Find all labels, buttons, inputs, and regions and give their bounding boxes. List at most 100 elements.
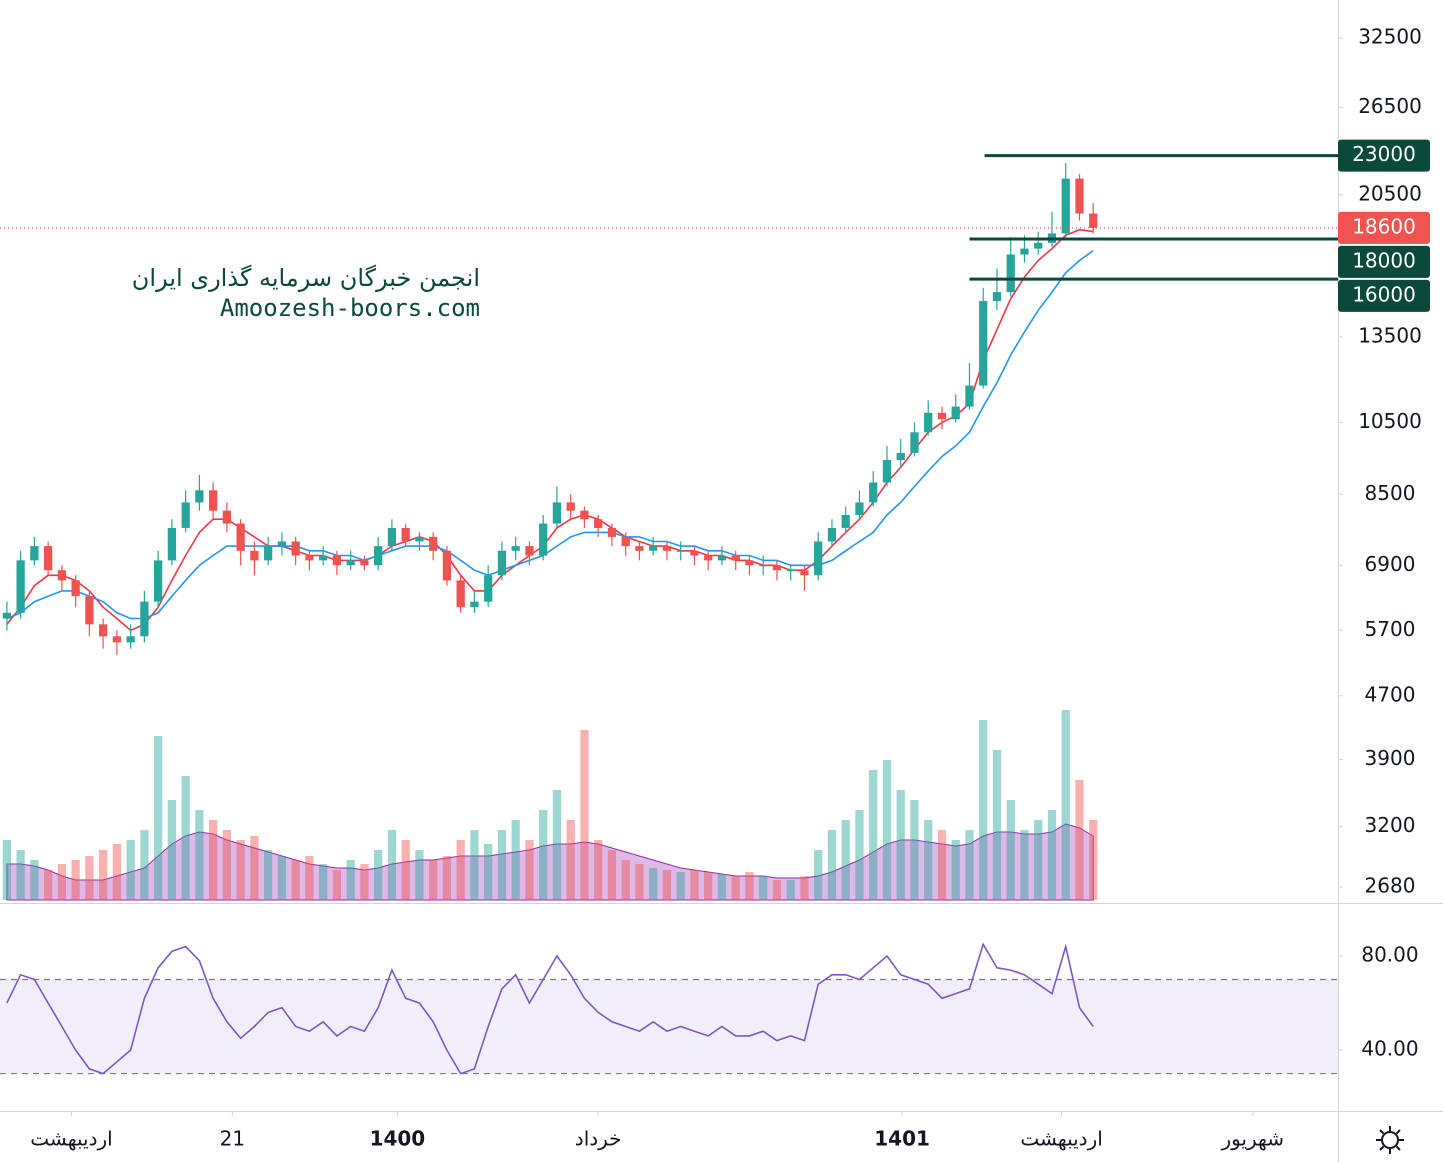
candle-body: [442, 550, 452, 581]
volume-bar: [264, 850, 273, 900]
candle-body: [140, 601, 149, 637]
volume-bar: [30, 860, 39, 900]
candle-body: [167, 527, 177, 561]
volume-bar: [621, 860, 630, 900]
volume-bar: [291, 860, 300, 900]
x-tick-label: خرداد: [575, 1127, 622, 1151]
candle-body: [1089, 213, 1098, 228]
volume-bar: [346, 860, 355, 900]
candle-body: [85, 596, 94, 625]
volume-bar: [1006, 800, 1015, 900]
candle-body: [1075, 178, 1084, 214]
y-tick-label: 3200: [1365, 813, 1416, 837]
candle-body: [2, 612, 12, 619]
settings-icon[interactable]: [1376, 1126, 1404, 1154]
candle-body: [456, 580, 465, 608]
volume-bar: [181, 776, 190, 900]
volume-bar: [979, 720, 988, 900]
candle-body: [181, 502, 190, 528]
candle-body: [882, 460, 892, 483]
candle-body: [690, 550, 699, 556]
volume-bar: [1020, 830, 1029, 900]
candle-body: [759, 565, 768, 567]
candle-body: [951, 406, 960, 420]
y-tick-label: 3900: [1365, 746, 1416, 770]
volume-bar: [415, 850, 424, 900]
candle-body: [346, 560, 355, 566]
volume-bar: [442, 856, 452, 900]
candle-body: [539, 523, 548, 556]
candle-body: [910, 432, 919, 453]
volume-bar: [429, 860, 438, 900]
candle-body: [99, 624, 108, 637]
rsi-line: [6, 942, 1094, 1075]
volume-bar: [594, 840, 603, 900]
candle-body: [511, 546, 520, 551]
candle-body: [277, 541, 287, 547]
candle-body: [855, 502, 864, 515]
volume-bar: [937, 830, 947, 900]
candle-body: [374, 546, 383, 566]
volume-bar: [209, 820, 218, 900]
level-label: 18000: [1352, 248, 1416, 272]
candle-body: [16, 560, 25, 613]
volume-bar: [717, 874, 727, 900]
candle-body: [484, 575, 493, 602]
level-label: 23000: [1352, 142, 1416, 166]
candle-body: [44, 546, 53, 571]
candle-body: [869, 482, 878, 503]
y-tick-label: 40.00: [1361, 1037, 1418, 1061]
volume-bar: [167, 800, 177, 900]
candle-body: [566, 502, 575, 511]
volume-bar: [85, 856, 94, 900]
candle-body: [1034, 242, 1043, 249]
volume-bar: [649, 868, 658, 900]
candle-body: [236, 523, 245, 551]
volume-bar: [250, 836, 259, 900]
candle-body: [662, 546, 672, 551]
volume-bar: [222, 830, 232, 900]
candle-body: [360, 560, 369, 566]
y-tick-label: 20500: [1358, 181, 1422, 205]
level-label-box: [1338, 139, 1430, 172]
volume-bar: [965, 830, 974, 900]
volume-bar: [1075, 780, 1084, 900]
candle-body: [924, 412, 933, 433]
y-tick-label: 6900: [1365, 552, 1416, 576]
volume-bar: [154, 736, 163, 900]
volume-bar: [484, 844, 493, 900]
volume-bar: [57, 864, 67, 900]
y-tick-label: 80.00: [1361, 943, 1418, 967]
candle-body: [800, 570, 809, 576]
candle-body: [1061, 178, 1070, 234]
volume-bar: [305, 856, 314, 900]
candle-body: [1020, 248, 1029, 255]
y-tick-label: 26500: [1358, 94, 1422, 118]
candle-body: [772, 565, 782, 571]
volume-bar: [236, 840, 245, 900]
volume-bar: [676, 872, 685, 900]
volume-bar: [387, 830, 397, 900]
y-tick-label: 5700: [1365, 617, 1416, 641]
volume-bar: [869, 770, 878, 900]
volume-bar: [112, 844, 122, 900]
volume-bar: [497, 830, 507, 900]
candle-body: [264, 546, 273, 561]
volume-bar: [16, 850, 25, 900]
candle-body: [621, 536, 630, 547]
candle-body: [332, 555, 342, 566]
y-tick-label: 10500: [1358, 409, 1422, 433]
y-tick-label: 32500: [1358, 24, 1422, 48]
candle-body: [979, 301, 988, 386]
volume-bar: [731, 876, 740, 900]
volume-bar: [910, 800, 919, 900]
volume-bar: [772, 880, 782, 900]
level-label-box: [1338, 279, 1430, 312]
candle-body: [552, 502, 562, 524]
candle-body: [607, 527, 617, 537]
candle-body: [580, 510, 589, 520]
candle-body: [415, 536, 424, 542]
candle-body: [841, 514, 850, 528]
candle-body: [319, 555, 328, 561]
